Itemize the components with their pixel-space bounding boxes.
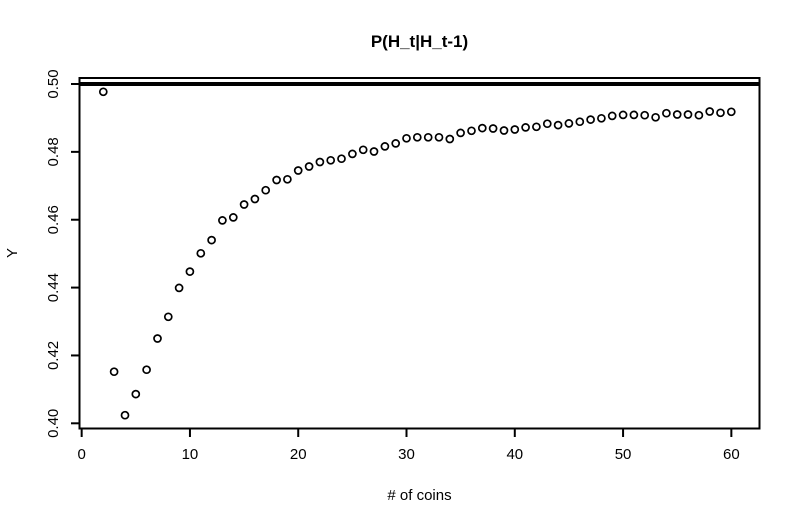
data-point — [553, 120, 563, 130]
data-point — [337, 154, 346, 164]
data-point — [640, 110, 650, 120]
data-point — [564, 119, 574, 128]
data-point — [98, 87, 108, 97]
data-point — [109, 367, 119, 377]
data-point — [542, 119, 552, 129]
data-point — [477, 123, 487, 133]
data-point — [348, 149, 357, 159]
data-point — [499, 126, 509, 135]
data-point — [683, 110, 693, 119]
data-point — [672, 110, 682, 119]
data-point — [131, 389, 141, 399]
data-point — [488, 124, 498, 133]
data-point — [618, 110, 628, 120]
data-point — [153, 334, 162, 343]
x-tick-label: 50 — [615, 446, 632, 463]
y-tick-label: 0.46 — [45, 205, 62, 234]
data-point — [391, 139, 401, 148]
data-point — [261, 185, 271, 195]
x-tick-label: 30 — [398, 446, 415, 463]
data-point — [402, 133, 411, 143]
data-point — [423, 132, 433, 142]
data-point — [283, 174, 292, 184]
data-point — [607, 111, 617, 121]
data-point — [218, 216, 227, 225]
data-point — [467, 126, 476, 136]
data-point — [716, 108, 725, 118]
x-tick-label: 40 — [506, 446, 523, 463]
data-point — [142, 365, 151, 375]
data-point — [694, 110, 704, 120]
plot-area: 0 10 20 30 40 50 60 0.40 0.42 0.44 0.46 0.48 0.50 — [45, 69, 761, 463]
x-tick-label: 20 — [290, 446, 307, 463]
data-point — [726, 107, 736, 117]
data-point — [196, 248, 206, 258]
y-tick-label: 0.44 — [45, 273, 62, 302]
data-point — [358, 145, 368, 155]
data-point — [597, 113, 606, 123]
data-point — [445, 134, 455, 144]
data-point — [521, 123, 530, 132]
data-point — [575, 117, 585, 127]
data-point — [163, 312, 173, 322]
data-point — [412, 132, 422, 142]
x-axis-title: # of coins — [387, 487, 451, 504]
data-point — [272, 175, 281, 185]
x-tick-label: 60 — [723, 446, 740, 463]
y-tick-label: 0.40 — [45, 409, 62, 438]
data-point — [315, 157, 325, 167]
data-point — [185, 267, 195, 276]
data-point — [662, 108, 671, 118]
x-tick-label: 0 — [77, 446, 85, 463]
data-point — [705, 107, 715, 116]
data-point — [250, 194, 260, 204]
data-point — [304, 162, 314, 171]
plot-box — [78, 77, 761, 430]
y-tick-label: 0.42 — [45, 341, 62, 370]
y-tick-label: 0.48 — [45, 137, 62, 166]
data-point — [174, 283, 184, 293]
data-point — [239, 200, 249, 209]
data-point — [586, 115, 595, 124]
data-point — [326, 155, 336, 165]
data-point — [629, 110, 639, 120]
data-point — [380, 142, 390, 151]
chart-title: P(H_t|H_t-1) — [371, 32, 468, 51]
data-point — [293, 166, 303, 175]
data-point — [207, 235, 216, 245]
y-tick-label: 0.50 — [45, 69, 62, 98]
data-point — [434, 132, 444, 142]
data-point — [228, 213, 238, 222]
data-point — [651, 112, 660, 122]
y-axis-title: Y — [4, 248, 21, 258]
data-point — [532, 122, 541, 132]
data-point — [510, 125, 520, 134]
data-point — [369, 147, 379, 156]
data-point — [456, 128, 465, 138]
x-tick-label: 10 — [182, 446, 199, 463]
data-point — [120, 410, 130, 420]
